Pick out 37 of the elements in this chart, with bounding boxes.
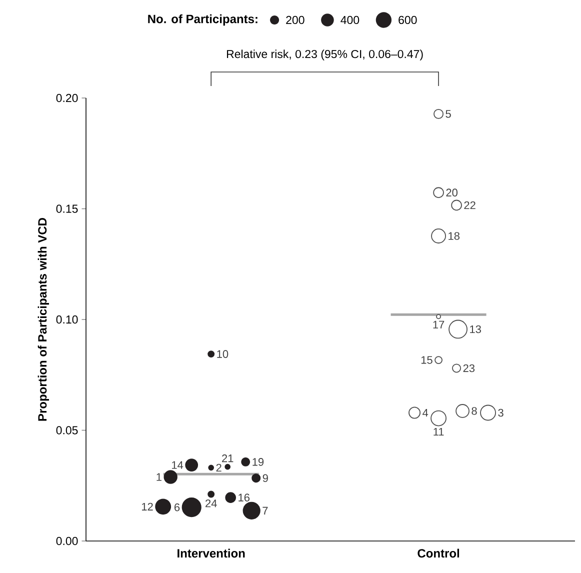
- annotation: 2: [216, 464, 222, 472]
- annotation: 5: [446, 110, 451, 118]
- legend-title: No. of Participants:: [148, 14, 258, 26]
- x-tick-label: Intervention: [178, 548, 245, 558]
- annotation: 10: [217, 350, 228, 358]
- y-tick-label: 0.00: [56, 536, 78, 546]
- annotation: 8: [472, 407, 477, 415]
- y-tick-label: 0.20: [56, 94, 78, 102]
- annotation: 6: [174, 503, 180, 512]
- annotation: 1: [156, 473, 162, 481]
- legend-label: 400: [340, 16, 360, 24]
- annotation: 22: [464, 201, 476, 210]
- x-tick-label: Control: [418, 548, 460, 558]
- annotation: 11: [434, 428, 444, 436]
- annotation: 7: [262, 506, 268, 514]
- annotation: 23: [463, 364, 475, 372]
- y-tick-label: 0.10: [56, 315, 78, 324]
- legend-label: 600: [398, 16, 417, 24]
- y-tick-label: 0.15: [56, 204, 78, 213]
- annotation: 16: [238, 494, 250, 502]
- annotation: 14: [172, 461, 184, 469]
- text: Relative risk, 0.23 (95% CI, 0.06–0.47): [226, 50, 423, 60]
- legend-label: 200: [286, 16, 304, 24]
- annotation: 15: [421, 356, 432, 364]
- annotation: 4: [422, 408, 428, 417]
- annotation: 19: [252, 458, 264, 466]
- annotation: 21: [222, 454, 234, 462]
- annotation: 18: [448, 232, 460, 240]
- annotation: 3: [498, 408, 504, 417]
- annotation: 24: [206, 499, 217, 508]
- annotation: 17: [433, 320, 444, 328]
- y-axis-title: Proportion of Participants with VCD: [38, 218, 49, 421]
- annotation: 13: [470, 325, 481, 334]
- annotation: 9: [262, 474, 268, 482]
- y-tick-label: 0.05: [56, 426, 78, 434]
- annotation: 20: [446, 188, 458, 196]
- annotation: 12: [142, 502, 153, 511]
